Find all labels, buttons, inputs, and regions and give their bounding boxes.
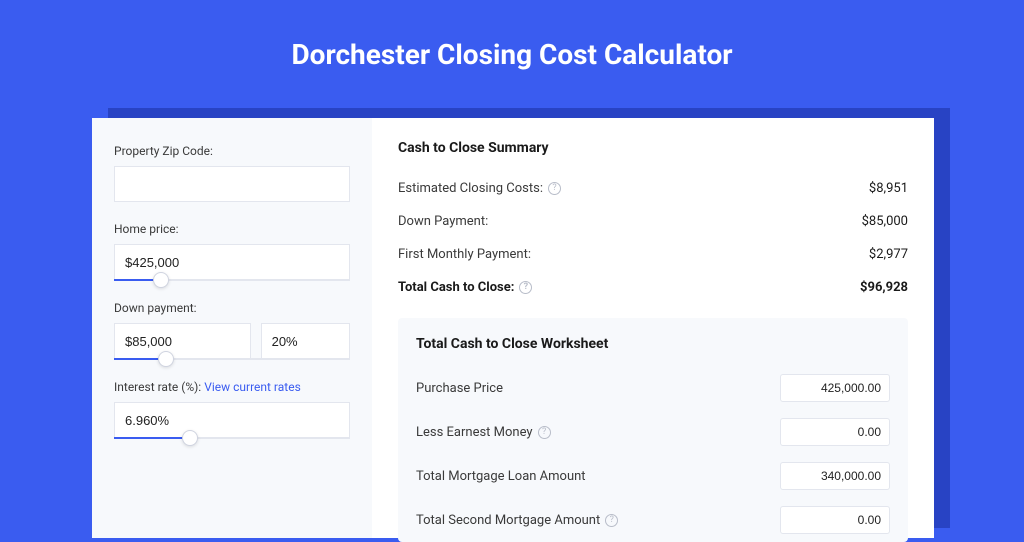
worksheet-row-label: Less Earnest Money? — [416, 425, 551, 440]
summary-title: Cash to Close Summary — [398, 140, 908, 156]
summary-row-value: $85,000 — [862, 214, 908, 229]
worksheet-row-input[interactable] — [780, 418, 890, 446]
worksheet-row: Less Earnest Money? — [416, 410, 890, 454]
worksheet-title: Total Cash to Close Worksheet — [416, 336, 890, 352]
summary-row-label-text: Total Cash to Close: — [398, 280, 514, 295]
down-payment-pct-input[interactable] — [261, 323, 350, 359]
interest-rate-slider-thumb[interactable] — [182, 430, 198, 446]
worksheet-panel: Total Cash to Close Worksheet Purchase P… — [398, 318, 908, 542]
home-price-label: Home price: — [114, 222, 350, 236]
summary-row-label: Total Cash to Close:? — [398, 280, 532, 295]
worksheet-rows: Purchase Price Less Earnest Money? Total M… — [416, 366, 890, 542]
interest-rate-slider-fill — [114, 437, 190, 439]
down-payment-label: Down payment: — [114, 301, 350, 315]
view-rates-link[interactable]: View current rates — [204, 380, 301, 394]
home-price-slider-thumb[interactable] — [153, 272, 169, 288]
worksheet-row-label-text: Total Mortgage Loan Amount — [416, 469, 586, 484]
summary-row-label-text: Down Payment: — [398, 214, 488, 229]
worksheet-row-label-text: Total Second Mortgage Amount — [416, 513, 600, 528]
summary-row: Down Payment: $85,000 — [398, 205, 908, 238]
worksheet-row-input[interactable] — [780, 462, 890, 490]
page-title: Dorchester Closing Cost Calculator — [0, 0, 1024, 93]
worksheet-row: Purchase Price — [416, 366, 890, 410]
summary-row-label: First Monthly Payment: — [398, 247, 531, 262]
interest-rate-label-text: Interest rate (%): — [114, 380, 204, 394]
help-icon[interactable]: ? — [519, 281, 532, 294]
help-icon[interactable]: ? — [605, 514, 618, 527]
summary-row-value: $2,977 — [869, 247, 908, 262]
zip-field-block: Property Zip Code: — [114, 144, 350, 202]
home-price-input[interactable] — [114, 244, 350, 280]
down-payment-field-block: Down payment: — [114, 301, 350, 360]
zip-label: Property Zip Code: — [114, 144, 350, 158]
interest-rate-field-block: Interest rate (%): View current rates — [114, 380, 350, 439]
worksheet-row: Total Second Mortgage Amount? — [416, 498, 890, 542]
summary-row: Total Cash to Close:? $96,928 — [398, 271, 908, 304]
worksheet-row-label-text: Less Earnest Money — [416, 425, 533, 440]
help-icon[interactable]: ? — [548, 182, 561, 195]
worksheet-row: Total Mortgage Loan Amount — [416, 454, 890, 498]
worksheet-row-input[interactable] — [780, 374, 890, 402]
down-payment-slider-thumb[interactable] — [158, 351, 174, 367]
summary-row-value: $8,951 — [869, 181, 908, 196]
interest-rate-input[interactable] — [114, 402, 350, 438]
interest-rate-label: Interest rate (%): View current rates — [114, 380, 350, 394]
summary-rows: Estimated Closing Costs:? $8,951 Down Paym… — [398, 172, 908, 304]
summary-row: First Monthly Payment: $2,977 — [398, 238, 908, 271]
calculator-card: Property Zip Code: Home price: Down paym… — [92, 118, 934, 538]
summary-row-label-text: First Monthly Payment: — [398, 247, 531, 262]
worksheet-row-label: Purchase Price — [416, 381, 503, 396]
home-price-slider[interactable] — [114, 279, 350, 281]
help-icon[interactable]: ? — [538, 426, 551, 439]
summary-row-label: Down Payment: — [398, 214, 488, 229]
inputs-panel: Property Zip Code: Home price: Down paym… — [92, 118, 372, 538]
down-payment-slider[interactable] — [114, 358, 350, 360]
down-payment-input[interactable] — [114, 323, 251, 359]
worksheet-row-label: Total Mortgage Loan Amount — [416, 469, 586, 484]
worksheet-row-label-text: Purchase Price — [416, 381, 503, 396]
worksheet-row-input[interactable] — [780, 506, 890, 534]
summary-row-label-text: Estimated Closing Costs: — [398, 181, 543, 196]
summary-row-label: Estimated Closing Costs:? — [398, 181, 561, 196]
summary-panel: Cash to Close Summary Estimated Closing … — [372, 118, 934, 538]
home-price-field-block: Home price: — [114, 222, 350, 281]
interest-rate-slider[interactable] — [114, 437, 350, 439]
summary-row-value: $96,928 — [860, 280, 908, 295]
zip-input[interactable] — [114, 166, 350, 202]
worksheet-row-label: Total Second Mortgage Amount? — [416, 513, 618, 528]
summary-row: Estimated Closing Costs:? $8,951 — [398, 172, 908, 205]
